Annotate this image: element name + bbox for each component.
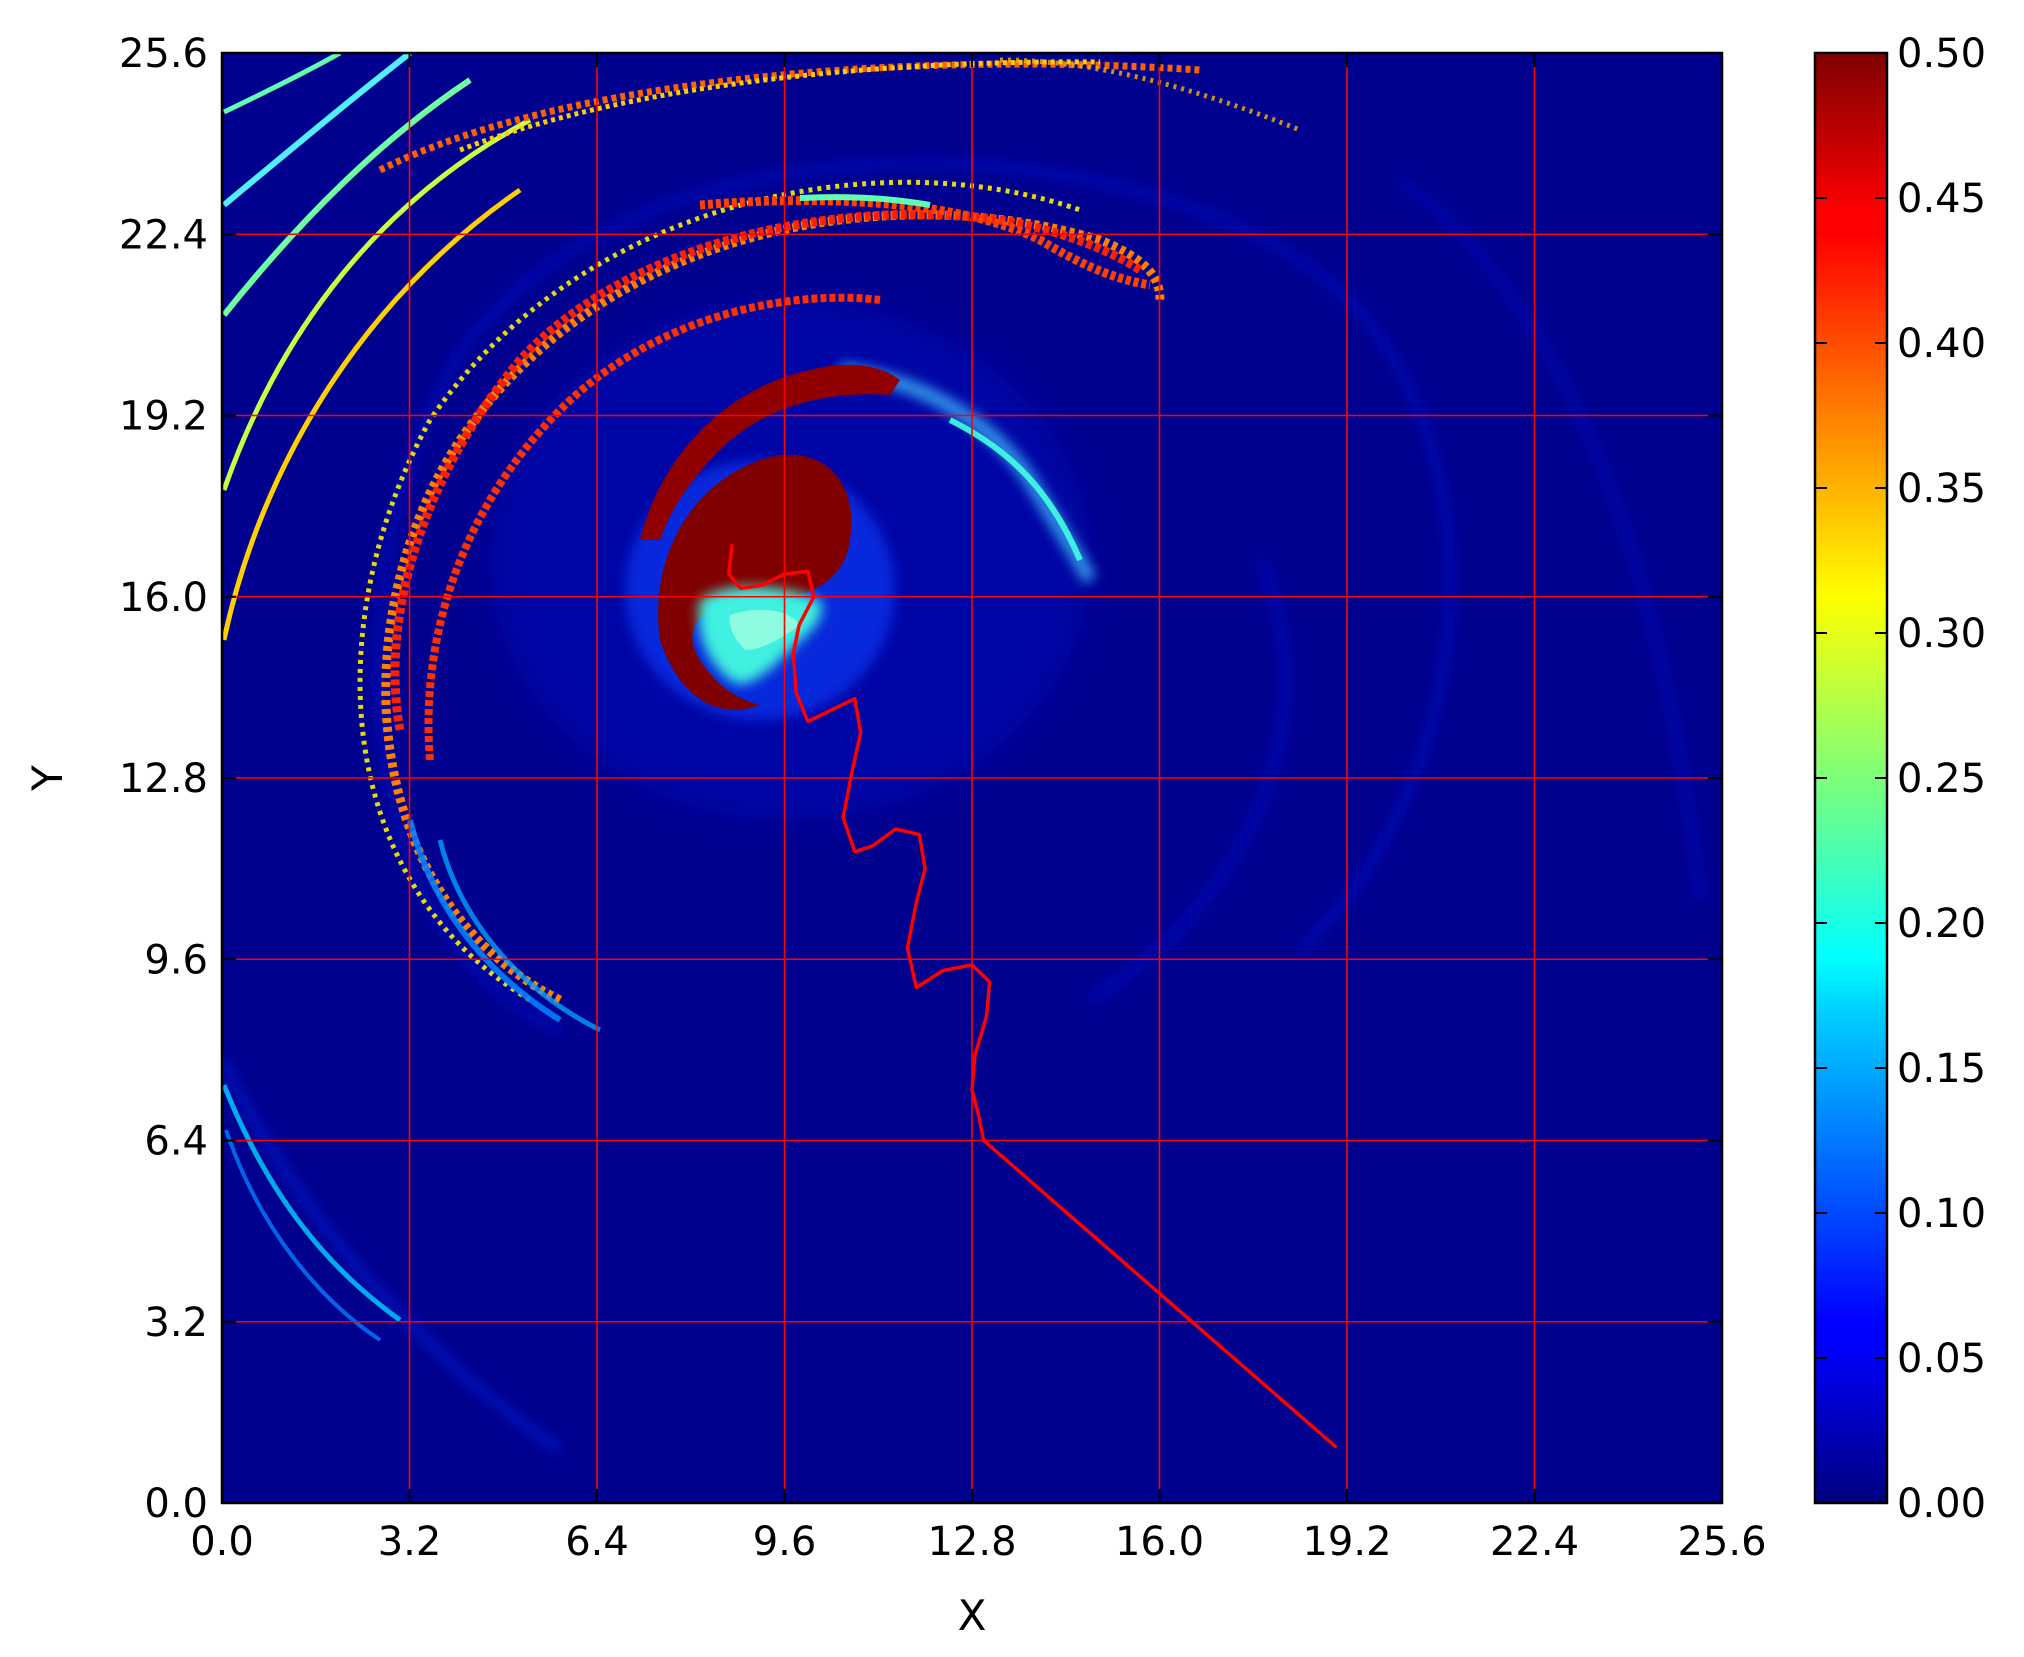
colorbar-tick-label: 0.20 (1897, 901, 1986, 947)
y-axis-title: Y (23, 765, 72, 792)
colorbar-tick-label: 0.45 (1897, 176, 1986, 222)
colorbar-ticks: 0.00 0.05 0.10 0.15 0.20 0.25 0.30 0.35 0.40 0.45… (1815, 31, 1986, 1527)
colorbar-tick-label: 0.50 (1897, 31, 1986, 77)
heatmap-field (222, 53, 1703, 1453)
y-tick-label: 22.4 (119, 212, 208, 258)
x-axis-ticks: 0.0 3.2 6.4 9.6 12.8 16.0 19.2 22.4 25.6 (190, 53, 1767, 1565)
grid-lines (222, 53, 1722, 1503)
y-axis-ticks: 0.0 3.2 6.4 9.6 12.8 16.0 19.2 22.4 25.6 (119, 31, 1722, 1527)
x-tick-label: 25.6 (1677, 1519, 1766, 1565)
colorbar-tick-label: 0.05 (1897, 1336, 1986, 1382)
colorbar-tick-label: 0.25 (1897, 756, 1986, 802)
y-tick-label: 12.8 (119, 756, 208, 802)
x-tick-label: 6.4 (565, 1519, 629, 1565)
colorbar-tick-label: 0.00 (1897, 1481, 1986, 1527)
x-tick-label: 19.2 (1302, 1519, 1391, 1565)
x-tick-label: 0.0 (190, 1519, 254, 1565)
x-axis-title: X (958, 1591, 987, 1640)
colorbar-tick-label: 0.30 (1897, 611, 1986, 657)
x-tick-label: 9.6 (753, 1519, 817, 1565)
trajectory-line (727, 544, 1338, 1449)
y-tick-label: 3.2 (144, 1300, 208, 1346)
x-tick-label: 12.8 (927, 1519, 1016, 1565)
y-tick-label: 6.4 (144, 1119, 208, 1165)
y-tick-label: 16.0 (119, 575, 208, 621)
colorbar-tick-label: 0.15 (1897, 1046, 1986, 1092)
y-tick-label: 0.0 (144, 1481, 208, 1527)
colorbar-tick-label: 0.10 (1897, 1191, 1986, 1237)
colorbar-tick-label: 0.40 (1897, 321, 1986, 367)
colorbar-tick-label: 0.35 (1897, 466, 1986, 512)
x-tick-label: 3.2 (378, 1519, 442, 1565)
y-tick-label: 25.6 (119, 31, 208, 77)
x-tick-label: 22.4 (1490, 1519, 1579, 1565)
x-tick-label: 16.0 (1115, 1519, 1204, 1565)
y-tick-label: 9.6 (144, 937, 208, 983)
y-tick-label: 19.2 (119, 394, 208, 440)
